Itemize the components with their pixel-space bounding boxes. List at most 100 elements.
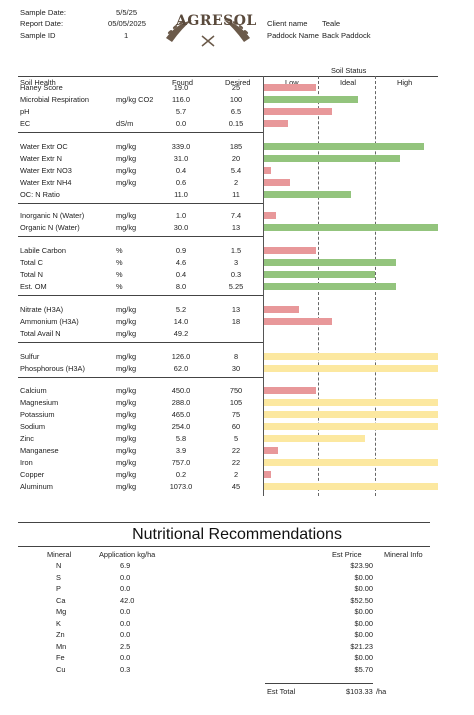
row-desired: 25 bbox=[231, 83, 241, 92]
status-bar bbox=[264, 318, 332, 325]
row-unit: mg/kg bbox=[116, 166, 137, 175]
status-bar bbox=[264, 179, 290, 186]
status-bar bbox=[264, 365, 438, 372]
status-bar bbox=[264, 191, 351, 198]
wheat-logo-icon bbox=[166, 20, 250, 47]
row-unit: mg/kg bbox=[116, 352, 137, 361]
row-name: Phosphorous (H3A) bbox=[20, 364, 85, 373]
row-name: Total Avail N bbox=[20, 329, 61, 338]
row-unit: mg/kg bbox=[116, 398, 137, 407]
row-name: Potassium bbox=[20, 410, 55, 419]
status-bar bbox=[264, 108, 332, 115]
row-unit: mg/kg bbox=[116, 154, 137, 163]
total-rule bbox=[265, 683, 373, 684]
row-found: 30.0 bbox=[173, 223, 189, 232]
rec-rule-bottom bbox=[18, 546, 430, 547]
status-bar bbox=[264, 459, 438, 466]
row-name: Iron bbox=[20, 458, 33, 467]
rec-price: $0.00 bbox=[354, 572, 374, 582]
soil-status-heading: Soil Status bbox=[331, 66, 367, 75]
row-name: Total C bbox=[20, 258, 44, 267]
row-name: Water Extr N bbox=[20, 154, 63, 163]
status-bar bbox=[264, 447, 278, 454]
row-unit: mg/kg bbox=[116, 470, 137, 479]
row-found: 5.8 bbox=[175, 434, 187, 443]
row-desired: 100 bbox=[229, 95, 243, 104]
row-desired: 22 bbox=[231, 446, 241, 455]
rec-application: 0.3 bbox=[120, 664, 131, 674]
row-unit: mg/kg bbox=[116, 305, 137, 314]
row-unit: mg/kg bbox=[116, 211, 137, 220]
row-desired: 2 bbox=[233, 178, 239, 187]
row-desired: 75 bbox=[231, 410, 241, 419]
found-heading: Found bbox=[172, 78, 193, 87]
rec-price: $0.00 bbox=[354, 618, 374, 628]
status-bar bbox=[264, 387, 316, 394]
row-found: 8.0 bbox=[175, 282, 187, 291]
row-desired: 2 bbox=[233, 470, 239, 479]
row-desired: 11 bbox=[232, 190, 240, 199]
row-found: 62.0 bbox=[173, 364, 189, 373]
row-unit: mg/kg bbox=[116, 422, 137, 431]
rec-application: 6.9 bbox=[120, 561, 131, 570]
row-desired: 0.3 bbox=[230, 270, 242, 279]
row-found: 0.9 bbox=[175, 246, 187, 255]
row-found: 0.2 bbox=[175, 470, 187, 479]
row-name: Sulfur bbox=[20, 352, 40, 361]
rec-mineral: P bbox=[56, 584, 61, 593]
row-name: Est. OM bbox=[20, 282, 47, 291]
row-desired: 3 bbox=[233, 258, 239, 267]
row-unit: % bbox=[116, 270, 123, 279]
row-unit: mg/kg bbox=[116, 410, 137, 419]
row-unit: mg/kg bbox=[116, 458, 137, 467]
row-found: 11.0 bbox=[174, 190, 188, 199]
row-found: 14.0 bbox=[173, 317, 189, 326]
row-unit: mg/kg bbox=[116, 223, 137, 232]
rec-price: $21.23 bbox=[350, 641, 373, 651]
row-found: 19.0 bbox=[173, 83, 189, 92]
status-bar bbox=[264, 483, 438, 490]
row-unit: % bbox=[116, 258, 123, 267]
rec-mineral-heading: Mineral bbox=[47, 550, 72, 559]
row-desired: 6.5 bbox=[230, 107, 242, 116]
row-unit: mg/kg bbox=[116, 434, 137, 443]
row-desired: 185 bbox=[229, 142, 243, 151]
est-total-value: $103.33 bbox=[346, 687, 373, 696]
status-bar bbox=[264, 212, 276, 219]
row-name: Water Extr OC bbox=[20, 142, 68, 151]
desired-heading: Desired bbox=[225, 78, 251, 87]
rec-application-heading: Application kg/ha bbox=[99, 550, 156, 559]
section-divider bbox=[18, 203, 263, 204]
row-name: Calcium bbox=[20, 386, 47, 395]
row-name: Nitrate (H3A) bbox=[20, 305, 64, 314]
row-found: 5.7 bbox=[175, 107, 187, 116]
status-bar bbox=[264, 353, 438, 360]
row-found: 465.0 bbox=[171, 410, 191, 419]
rec-application: 42.0 bbox=[120, 595, 135, 605]
row-unit: mg/kg bbox=[116, 329, 137, 338]
status-bar bbox=[264, 399, 438, 406]
rec-application: 0.0 bbox=[120, 630, 131, 639]
soil-health-heading: Soil Health bbox=[20, 78, 56, 87]
rec-price: $23.90 bbox=[350, 561, 373, 570]
rec-price: $0.00 bbox=[354, 607, 374, 616]
rec-application: 0.0 bbox=[120, 584, 131, 593]
row-unit: mg/kg bbox=[116, 482, 137, 491]
rec-mineral: S bbox=[56, 572, 61, 582]
section-divider bbox=[18, 377, 263, 378]
status-bar bbox=[264, 155, 400, 162]
row-desired: 13 bbox=[231, 305, 241, 314]
status-bar bbox=[264, 259, 396, 266]
row-found: 0.4 bbox=[175, 166, 187, 175]
high-heading: High bbox=[397, 78, 413, 87]
client-value: Teale bbox=[322, 19, 341, 28]
ideal-heading: Ideal bbox=[340, 78, 357, 87]
row-found: 0.0 bbox=[175, 119, 187, 128]
sample-date-label: Sample Date: bbox=[20, 8, 67, 17]
row-name: Magnesium bbox=[20, 398, 59, 407]
row-unit: dS/m bbox=[116, 119, 134, 128]
rec-mineral: N bbox=[56, 561, 62, 570]
sample-id-value: 1 bbox=[124, 31, 129, 40]
status-bar bbox=[264, 271, 375, 278]
row-desired: 7.4 bbox=[230, 211, 242, 220]
